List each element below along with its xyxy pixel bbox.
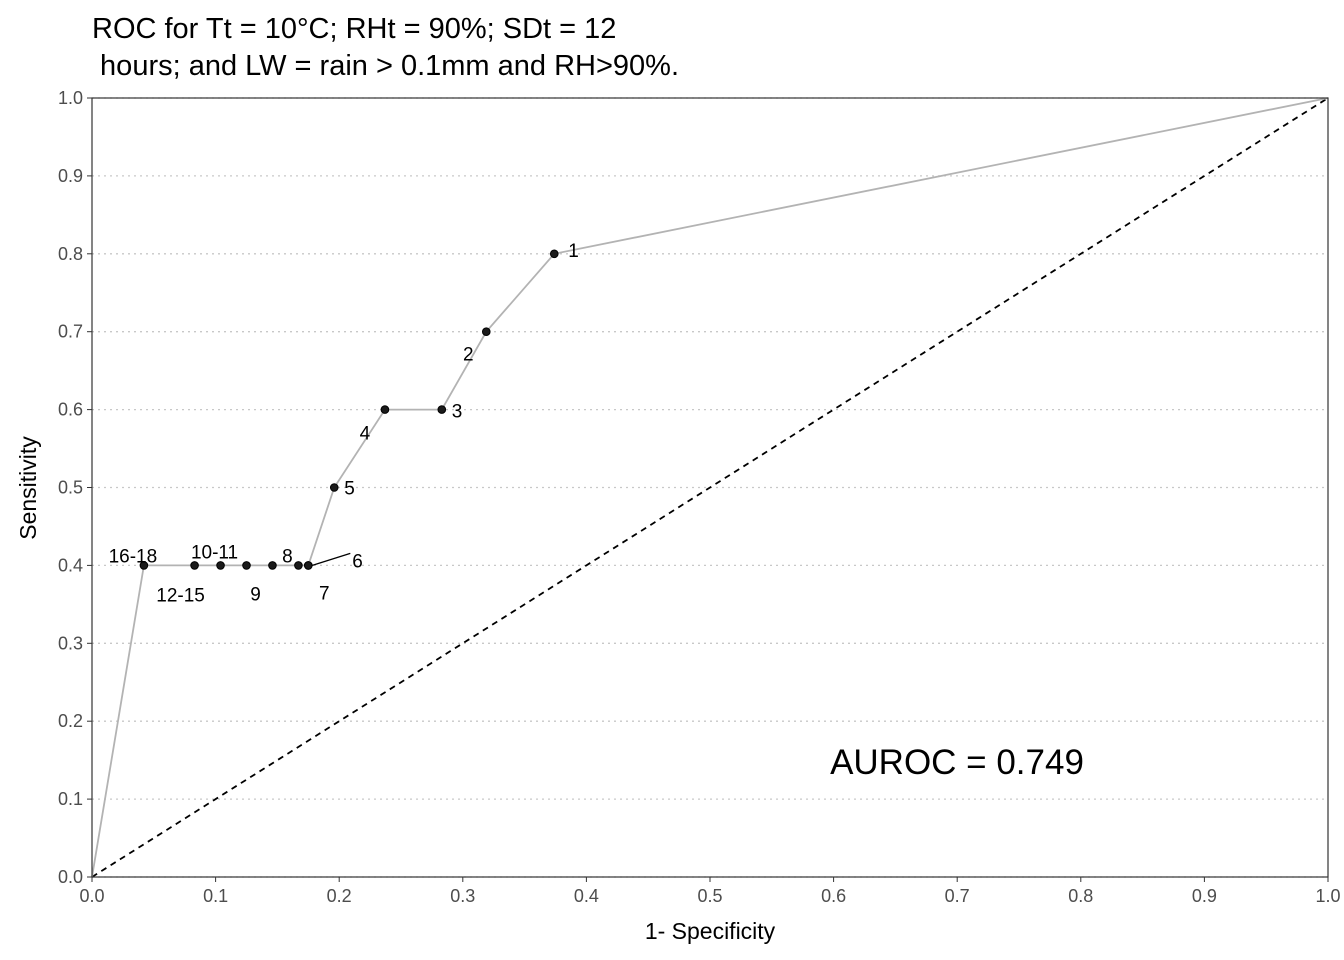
roc-points	[139, 249, 559, 570]
y-tick-label: 0.4	[58, 555, 83, 575]
roc-point	[294, 561, 303, 570]
y-axis-ticks: 0.0 0.1 0.2 0.3 0.4 0.5 0.6 0.7 0.8 0.9 1.0	[58, 88, 92, 887]
point-label: 16-18	[109, 546, 158, 567]
y-tick-label: 0.0	[58, 867, 83, 887]
point-label: 5	[344, 479, 355, 500]
label-leader-line	[312, 552, 351, 567]
x-tick-label: 0.7	[945, 886, 970, 906]
x-axis-ticks: 0.0 0.1 0.2 0.3 0.4 0.5 0.6 0.7 0.8 0.9 1.0	[79, 877, 1341, 906]
roc-point	[549, 249, 559, 259]
point-label: 7	[319, 583, 330, 604]
chart-title-line1: ROC for Tt = 10°C; RHt = 90%; SDt = 12	[92, 13, 616, 45]
point-label: 2	[463, 345, 474, 366]
x-tick-label: 0.2	[327, 886, 352, 906]
roc-point	[190, 561, 199, 570]
roc-point	[380, 405, 390, 414]
point-label: 4	[360, 424, 371, 445]
x-axis-title: 1- Specificity	[645, 918, 776, 944]
x-tick-label: 0.3	[450, 886, 475, 906]
y-tick-label: 0.9	[58, 166, 83, 186]
x-tick-label: 0.9	[1192, 886, 1217, 906]
point-label: 12-15	[156, 585, 205, 606]
x-tick-label: 0.0	[79, 886, 104, 906]
roc-point	[242, 561, 251, 570]
point-label: 6	[352, 551, 363, 572]
point-label: 10-11	[191, 542, 238, 563]
x-tick-label: 0.4	[574, 886, 599, 906]
y-tick-label: 0.2	[58, 711, 83, 731]
y-tick-label: 0.1	[58, 789, 83, 809]
point-label: 8	[282, 546, 293, 567]
roc-point	[329, 483, 339, 492]
y-tick-label: 0.7	[58, 322, 83, 342]
roc-point	[481, 327, 491, 337]
x-tick-label: 0.6	[821, 886, 846, 906]
point-label: 9	[250, 584, 261, 605]
y-tick-label: 0.8	[58, 244, 83, 264]
y-axis-title: Sensitivity	[15, 436, 41, 540]
reference-line	[91, 97, 1329, 878]
gridlines	[92, 97, 1328, 878]
point-labels: 1 2 3 4 5 6 7 89 10-11 12-15 16-18	[109, 241, 579, 607]
y-tick-label: 0.6	[58, 400, 83, 420]
y-tick-label: 0.3	[58, 633, 83, 653]
roc-point	[437, 405, 447, 414]
chart-title-line2: hours; and LW = rain > 0.1mm and RH>90%.	[92, 50, 679, 82]
y-tick-label: 0.5	[58, 478, 83, 498]
x-tick-label: 0.5	[697, 886, 722, 906]
roc-point	[139, 561, 149, 570]
x-tick-label: 1.0	[1315, 886, 1340, 906]
roc-point	[268, 561, 277, 570]
reference-diagonal	[91, 97, 1329, 878]
point-label: 1	[568, 241, 579, 262]
x-tick-label: 0.8	[1068, 886, 1093, 906]
auroc-annotation: AUROC = 0.749	[830, 743, 1084, 782]
roc-point	[304, 561, 313, 570]
x-tick-label: 0.1	[203, 886, 228, 906]
point-label: 3	[452, 402, 463, 423]
roc-point	[216, 561, 225, 570]
roc-curve	[91, 97, 1329, 878]
roc-curve-line	[91, 97, 1329, 878]
y-tick-label: 1.0	[58, 88, 83, 108]
